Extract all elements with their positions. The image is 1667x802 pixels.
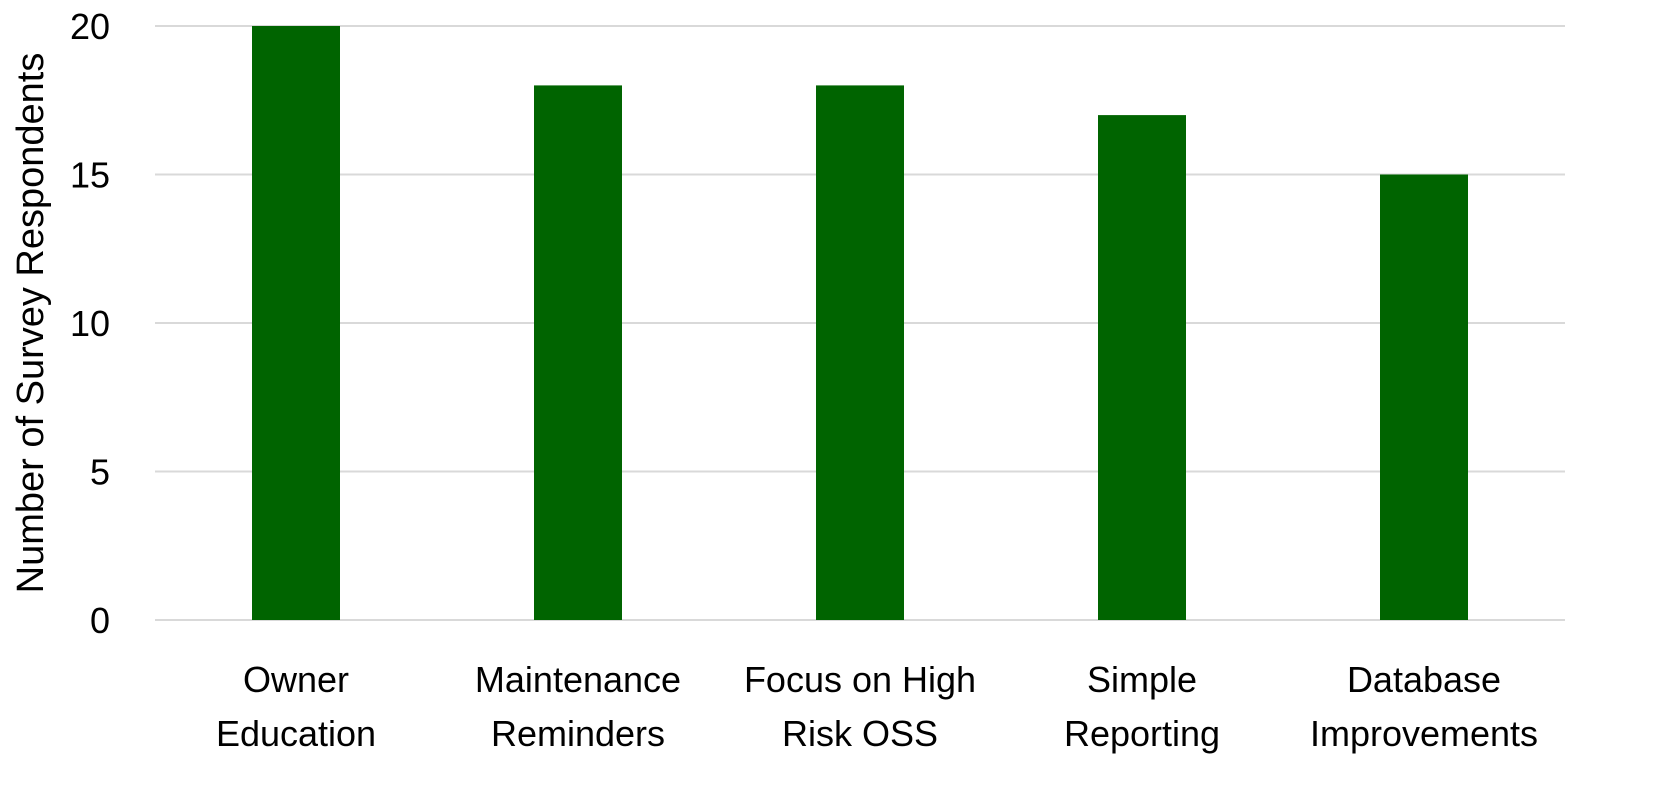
bar — [816, 85, 904, 620]
y-axis-ticks: 0 5 10 15 20 — [70, 6, 110, 641]
y-tick-label: 20 — [70, 6, 110, 47]
x-category-label-line: Improvements — [1310, 713, 1538, 754]
y-tick-label: 5 — [90, 452, 110, 493]
x-category-label: Database Improvements — [1310, 659, 1538, 754]
y-axis-title: Number of Survey Respondents — [10, 53, 52, 594]
bar — [1098, 115, 1186, 620]
bar — [534, 85, 622, 620]
bar — [1380, 174, 1468, 620]
bars — [252, 26, 1468, 620]
x-axis-categories: Owner Education Maintenance Reminders Focus … — [216, 659, 1538, 754]
x-category-label-line: Maintenance — [475, 659, 681, 700]
x-category-label-line: Reminders — [491, 713, 665, 754]
x-category-label-line: Database — [1347, 659, 1501, 700]
x-category-label: Simple Reporting — [1064, 659, 1220, 754]
y-tick-label: 15 — [70, 155, 110, 196]
x-category-label-line: Focus on High — [744, 659, 976, 700]
x-category-label-line: Education — [216, 713, 376, 754]
x-category-label-line: Reporting — [1064, 713, 1220, 754]
x-category-label: Owner Education — [216, 659, 376, 754]
y-tick-label: 0 — [90, 600, 110, 641]
x-category-label-line: Risk OSS — [782, 713, 938, 754]
y-tick-label: 10 — [70, 303, 110, 344]
x-category-label: Focus on High Risk OSS — [744, 659, 976, 754]
x-category-label-line: Simple — [1087, 659, 1197, 700]
bar — [252, 26, 340, 620]
x-category-label-line: Owner — [243, 659, 349, 700]
x-category-label: Maintenance Reminders — [475, 659, 681, 754]
